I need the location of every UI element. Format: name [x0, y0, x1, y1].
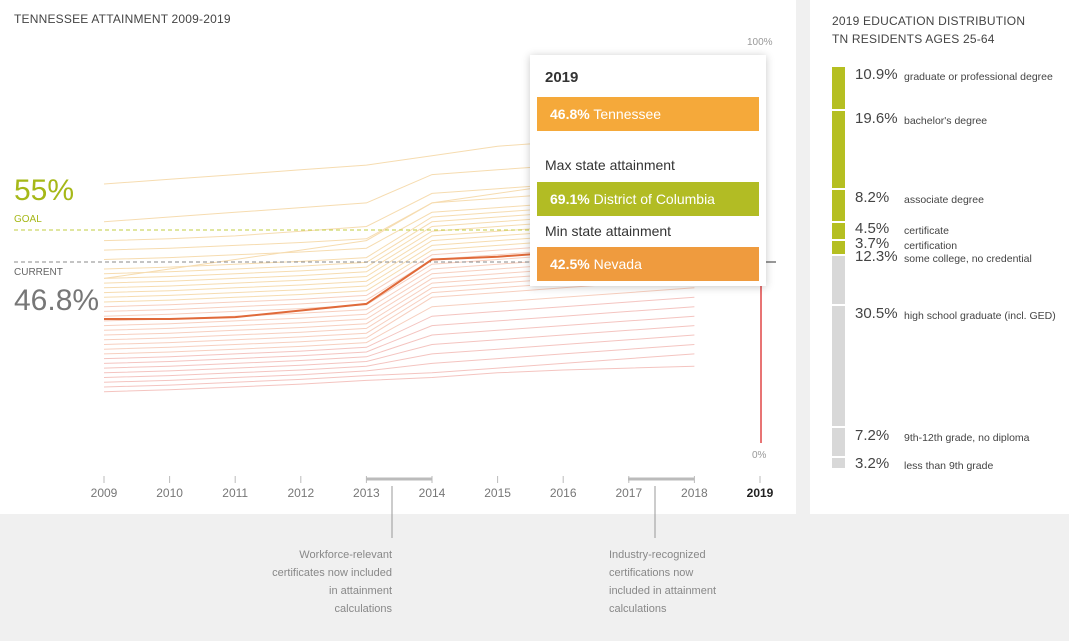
distribution-segment[interactable] — [832, 67, 845, 109]
tooltip-year: 2019 — [545, 69, 579, 86]
tooltip-min-row: 42.5% Nevada — [537, 247, 759, 281]
tooltip-max-name: District of Columbia — [593, 191, 715, 207]
distribution-value: 7.2% — [855, 427, 890, 445]
distribution-value: 4.5% — [855, 219, 890, 237]
year-label: 2010 — [156, 486, 183, 500]
distribution-segment[interactable] — [832, 110, 845, 188]
year-label: 2015 — [484, 486, 511, 500]
year-tooltip: 2019 46.8% Tennessee Max state attainmen… — [530, 55, 766, 286]
goal-label: GOAL — [14, 214, 42, 225]
year-label: 2009 — [90, 486, 118, 500]
chart-title: TENNESSEE ATTAINMENT 2009-2019 — [14, 12, 231, 26]
axis-top-label: 100% — [747, 37, 773, 48]
distribution-label: bachelor's degree — [904, 114, 988, 127]
note-certificates: Workforce-relevant certificates now incl… — [272, 549, 392, 615]
distribution-value: 3.2% — [855, 454, 890, 472]
state-line — [103, 287, 695, 355]
state-line — [103, 296, 695, 360]
year-label: 2016 — [549, 486, 577, 500]
goal-value: 55% — [14, 174, 75, 207]
distribution-label: some college, no credential — [904, 253, 1032, 265]
distribution-label: high school graduate (incl. GED) — [904, 309, 1056, 322]
distribution-segment[interactable] — [832, 428, 845, 456]
year-label: 2013 — [353, 486, 380, 500]
year-label: 2011 — [222, 486, 249, 500]
state-line — [103, 365, 695, 393]
tooltip-tn-value: 46.8% — [550, 106, 590, 122]
distribution-label: less than 9th grade — [904, 459, 994, 472]
distribution-bar: 10.9% graduate or professional degree 19.6… — [810, 0, 1069, 514]
state-line — [103, 315, 695, 369]
distribution-panel — [810, 0, 1069, 514]
tooltip-tn-name: Tennessee — [593, 106, 662, 122]
distribution-title-line2: TN RESIDENTS AGES 25-64 — [832, 32, 995, 46]
distribution-segment[interactable] — [832, 222, 845, 240]
distribution-value: 10.9% — [855, 66, 898, 83]
distribution-segment[interactable] — [832, 241, 845, 254]
distribution-title-line1: 2019 EDUCATION DISTRIBUTION — [832, 14, 1026, 28]
current-value: 46.8% — [14, 284, 100, 317]
tooltip-max-heading: Max state attainment — [545, 157, 675, 173]
distribution-label: certification — [904, 240, 958, 253]
distribution-value: 30.5% — [855, 304, 898, 322]
state-line — [103, 325, 695, 374]
distribution-segment[interactable] — [832, 457, 845, 469]
state-line — [103, 344, 695, 383]
axis-bottom-label: 0% — [752, 450, 767, 461]
distribution-segment[interactable] — [832, 189, 845, 221]
distribution-label: associate degree — [904, 193, 984, 206]
note-certifications: Industry-recognized certifications now i… — [609, 549, 717, 615]
current-label: CURRENT — [14, 267, 63, 278]
distribution-value: 12.3% — [855, 248, 898, 265]
tooltip-max-row: 69.1% District of Columbia — [537, 182, 759, 216]
distribution-title: 2019 EDUCATION DISTRIBUTION TN RESIDENTS… — [832, 12, 1025, 48]
year-label: 2018 — [681, 486, 708, 500]
tooltip-min-name: Nevada — [593, 256, 642, 272]
tooltip-max-value: 69.1% — [550, 191, 590, 207]
state-line — [103, 334, 695, 378]
distribution-value: 3.7% — [855, 235, 890, 253]
tooltip-tn-row: 46.8% Tennessee — [537, 97, 759, 131]
distribution-value: 19.6% — [855, 109, 898, 127]
year-label: 2014 — [418, 486, 446, 500]
distribution-label: 9th-12th grade, no diploma — [904, 432, 1030, 445]
distribution-value: 8.2% — [855, 188, 890, 206]
year-label: 2017 — [615, 486, 643, 500]
tooltip-min-value: 42.5% — [550, 256, 590, 272]
distribution-label: graduate or professional degree — [904, 71, 1053, 83]
state-line — [103, 306, 695, 364]
distribution-segment[interactable] — [832, 256, 845, 304]
year-label: 2012 — [287, 486, 315, 500]
state-line — [103, 353, 695, 388]
tooltip-min-heading: Min state attainment — [545, 223, 672, 239]
year-label: 2019 — [746, 486, 774, 500]
distribution-label: certificate — [904, 224, 949, 237]
distribution-segment[interactable] — [832, 305, 845, 427]
